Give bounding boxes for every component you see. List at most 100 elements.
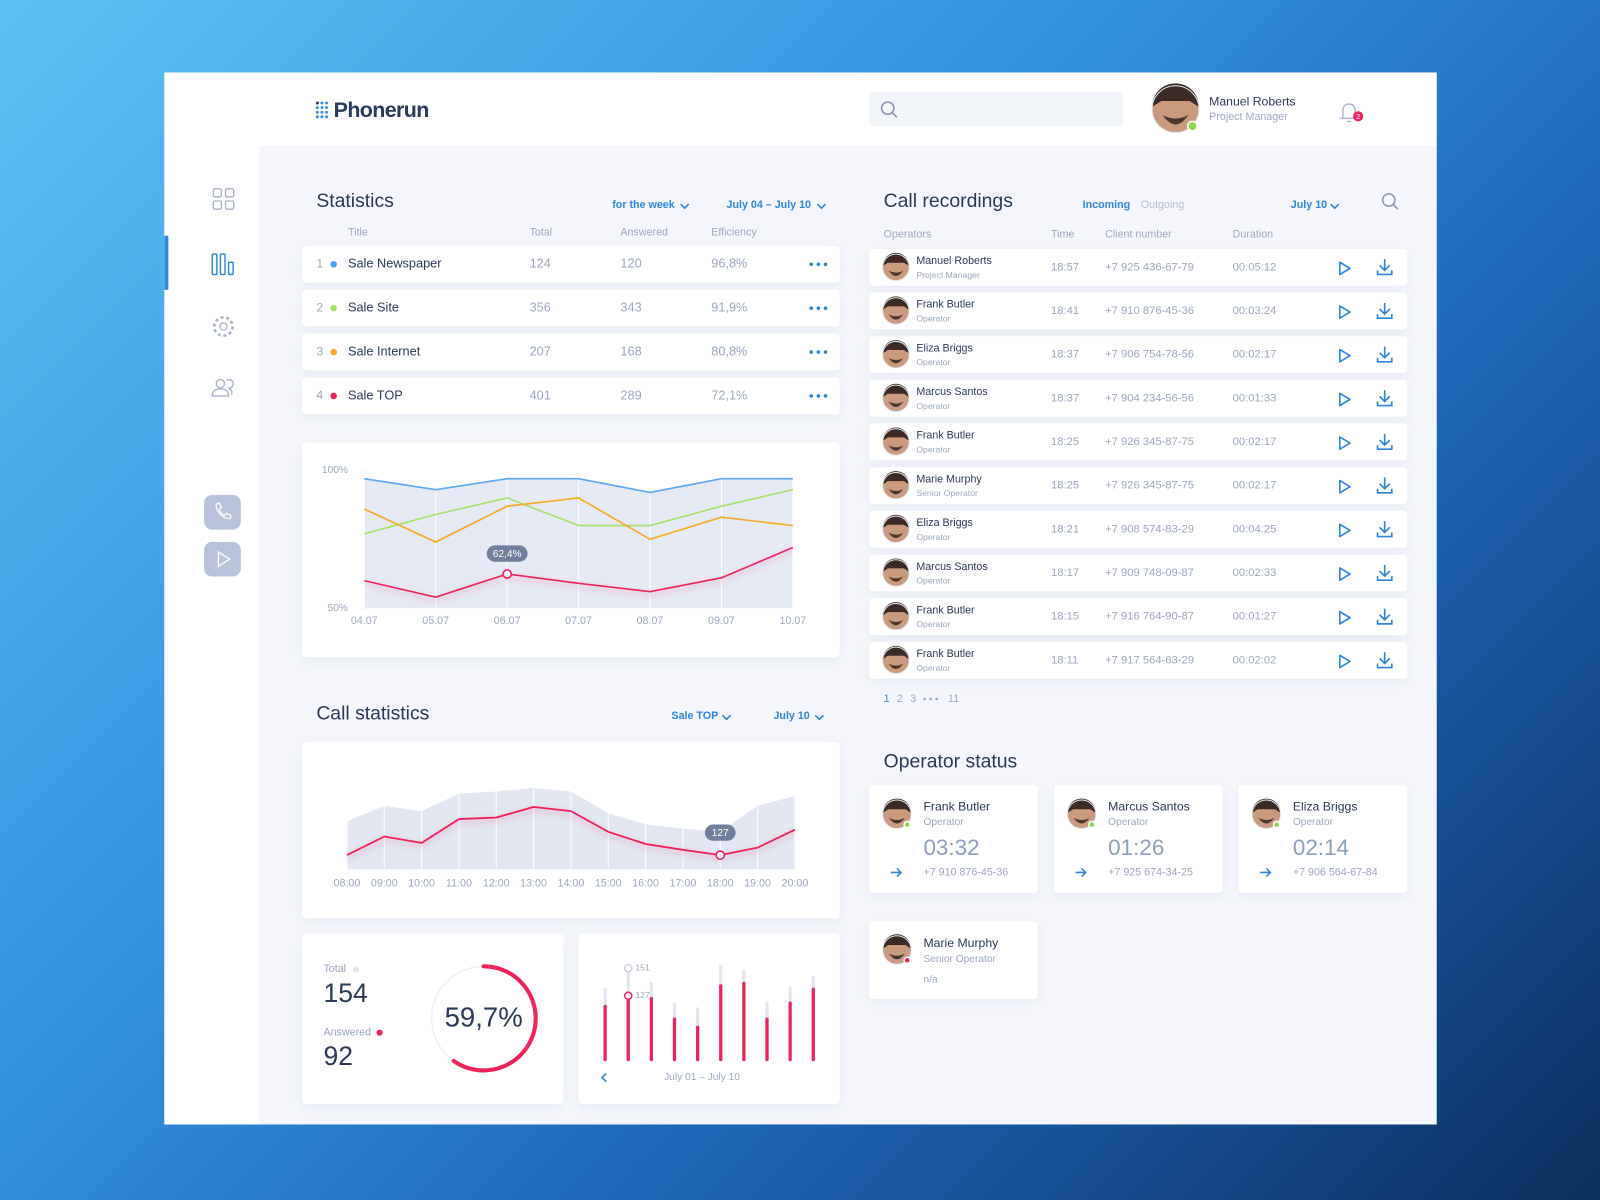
chevron[interactable] (816, 203, 827, 210)
play-button[interactable] (1338, 654, 1351, 669)
download-button[interactable] (1376, 390, 1393, 407)
notification-badge (1353, 111, 1364, 122)
play-button[interactable] (1338, 305, 1351, 319)
operator-role: Operator (916, 619, 950, 629)
chevron[interactable] (814, 714, 825, 721)
range-label: July 01 – July 10 (664, 1072, 740, 1083)
call-timer: 03:32 (923, 835, 979, 860)
page-link[interactable]: 1 (884, 693, 890, 705)
prev-button[interactable] (600, 1072, 607, 1083)
row-menu[interactable] (823, 350, 828, 354)
play-button[interactable] (1338, 436, 1351, 450)
call-time: 18:37 (1051, 392, 1079, 404)
play-button[interactable] (1338, 392, 1351, 407)
y-tick-label: 50% (328, 603, 348, 614)
row-menu[interactable] (816, 306, 821, 310)
nav-dashboard[interactable] (224, 188, 235, 198)
play-button[interactable] (1338, 610, 1351, 625)
forward-arrow[interactable] (1260, 867, 1272, 878)
avatar-beard (1162, 115, 1189, 125)
logo-icon (324, 115, 329, 119)
call-time: 18:41 (1051, 305, 1079, 317)
tab[interactable]: Incoming (1083, 199, 1131, 211)
nav-settings[interactable] (212, 316, 234, 338)
donut-arc (429, 964, 538, 1073)
play-button[interactable] (1338, 348, 1351, 363)
row-menu[interactable] (823, 262, 828, 267)
row-total: 401 (530, 387, 551, 402)
avatar-beard (888, 270, 904, 276)
donut-label: 59,7% (445, 1002, 523, 1033)
row-menu[interactable] (823, 306, 828, 310)
nav-dashboard[interactable] (212, 188, 223, 198)
chevron[interactable] (680, 203, 690, 210)
download-button[interactable] (1376, 521, 1393, 538)
search-icon (891, 112, 898, 118)
table-row (302, 245, 840, 283)
nav-statistics[interactable] (211, 253, 218, 276)
row-total: 124 (530, 256, 551, 271)
operator-phone: +7 906 564-67-84 (1293, 866, 1378, 878)
x-tick-label: 07.07 (565, 615, 592, 627)
operator-role: Operator (916, 532, 950, 542)
nav-statistics[interactable] (227, 261, 234, 276)
search-icon[interactable] (1381, 193, 1396, 207)
operator-role: Operator (916, 401, 950, 411)
download-button[interactable] (1376, 346, 1393, 363)
row-title: Sale Newspaper (348, 256, 442, 271)
answered-value: 92 (323, 1041, 353, 1071)
page-link[interactable]: 3 (910, 693, 916, 705)
row-menu[interactable] (809, 262, 814, 267)
download-button[interactable] (1376, 259, 1393, 276)
operator-card (869, 921, 1038, 999)
call-duration: 00:02:17 (1233, 436, 1277, 448)
phone-icon (215, 502, 232, 520)
play-button[interactable] (1338, 261, 1351, 276)
avatar-beard (888, 314, 904, 320)
nav-dashboard[interactable] (224, 200, 235, 210)
section-title: Statistics (316, 190, 394, 212)
call-button[interactable] (204, 494, 241, 530)
download-button[interactable] (1376, 477, 1393, 494)
download-button[interactable] (1376, 608, 1393, 625)
download-button[interactable] (1376, 652, 1393, 669)
row-efficiency: 80,8% (711, 343, 747, 358)
row-menu[interactable] (809, 350, 814, 354)
bar (719, 984, 723, 1062)
logo-icon (320, 106, 324, 110)
play-button[interactable] (1338, 567, 1351, 582)
download-button[interactable] (1376, 433, 1393, 450)
forward-arrow[interactable] (890, 867, 903, 878)
call-time: 18:25 (1051, 480, 1079, 492)
forward-arrow[interactable] (1075, 867, 1087, 878)
row-menu[interactable] (816, 394, 821, 398)
chevron[interactable] (1330, 203, 1340, 210)
row-menu[interactable] (809, 306, 814, 310)
row-menu[interactable] (809, 394, 814, 398)
row-menu[interactable] (823, 394, 828, 398)
row-menu[interactable] (816, 350, 821, 354)
row-title: Sale TOP (348, 387, 403, 402)
sidebar (164, 145, 260, 1125)
avatar-beard (888, 620, 904, 626)
total-label: Total (323, 963, 346, 975)
play-button[interactable] (204, 541, 241, 577)
play-button[interactable] (1338, 523, 1351, 538)
row-menu[interactable] (816, 262, 821, 267)
status-dot (1186, 120, 1198, 132)
page-link[interactable]: 11 (948, 693, 959, 705)
page-link[interactable]: 2 (897, 693, 903, 705)
search-box[interactable] (869, 91, 1124, 127)
x-tick-label: 11:00 (446, 878, 472, 890)
avatar-ring (1251, 799, 1282, 830)
download-button[interactable] (1376, 302, 1393, 319)
nav-dashboard[interactable] (212, 200, 223, 210)
chevron[interactable] (721, 714, 732, 721)
page-ellipsis (929, 697, 932, 701)
download-button[interactable] (1376, 564, 1393, 582)
nav-statistics[interactable] (219, 253, 226, 276)
play-button[interactable] (1338, 479, 1351, 494)
bar (649, 996, 653, 1062)
nav-users[interactable] (215, 378, 226, 389)
line-series (364, 488, 794, 535)
